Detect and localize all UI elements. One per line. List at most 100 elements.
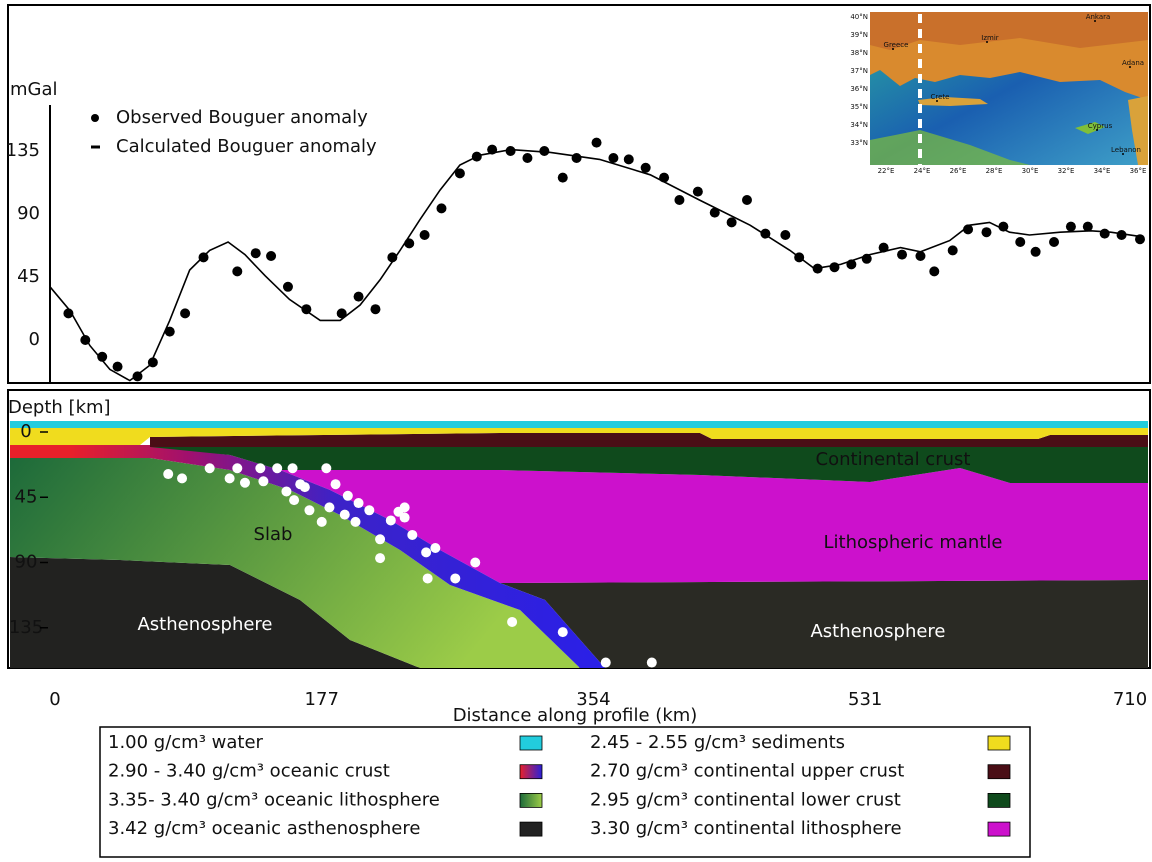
map-lat-label: 37°N [850,67,868,75]
earthquake [300,482,310,492]
legend-label: 3.42 g/cm³ oceanic asthenosphere [108,818,420,839]
earthquake [354,498,364,508]
legend-swatch [988,765,1010,779]
observed-point [1031,247,1041,257]
map-lon-label: 34°E [1094,167,1111,175]
observed-point [180,308,190,318]
earthquake [281,486,291,496]
observed-point [404,238,414,248]
y-tick-label: 135 [6,140,40,161]
observed-point [608,153,618,163]
y-tick-label: 0 [29,329,40,350]
observed-point [981,227,991,237]
observed-point [897,250,907,260]
observed-point [1066,222,1076,232]
map-lat-label: 40°N [850,13,868,21]
water [10,421,1148,428]
observed-point [948,245,958,255]
earthquake [375,534,385,544]
map-lat-label: 33°N [850,139,868,147]
legend-swatch [988,822,1010,836]
map-lon-label: 24°E [914,167,931,175]
legend-swatch [520,765,542,779]
earthquake [407,530,417,540]
observed-point [251,248,261,258]
x-tick-label: 710 [1113,689,1147,710]
observed-point [624,154,634,164]
observed-point [641,163,651,173]
y-axis-label: Depth [km] [8,397,111,418]
x-axis-label: Distance along profile (km) [453,705,698,726]
x-tick-label: 354 [576,689,610,710]
map-lat-label: 35°N [850,103,868,111]
annotation: Asthenosphere [137,614,272,635]
legend-swatch [988,736,1010,750]
annotation: Slab [254,524,293,545]
x-tick-label: 0 [49,689,60,710]
earthquake [430,543,440,553]
legend-swatch [520,822,542,836]
observed-point [1015,237,1025,247]
earthquake [450,573,460,583]
observed-point [742,195,752,205]
observed-point [592,138,602,148]
legend-symbol [91,114,99,122]
earthquake [423,573,433,583]
map-place-label: Izmir [981,34,999,42]
earthquake [400,513,410,523]
earthquake [364,505,374,515]
observed-point [693,187,703,197]
map-place-label: Lebanon [1111,146,1141,154]
earthquake [375,553,385,563]
y-tick-label: 90 [15,552,38,573]
observed-point [113,362,123,372]
y-tick-label: 135 [9,617,43,638]
earthquake [272,463,282,473]
observed-point [727,217,737,227]
legend-label: Observed Bouguer anomaly [116,107,368,128]
map-place-label: Cyprus [1088,122,1113,130]
earthquake [558,627,568,637]
observed-point [674,195,684,205]
x-tick-label: 177 [305,689,339,710]
observed-point [1049,237,1059,247]
legend-swatch [520,736,542,750]
map-lon-label: 28°E [986,167,1003,175]
earthquake [289,495,299,505]
map-lon-label: 36°E [1130,167,1147,175]
map-lon-label: 26°E [950,167,967,175]
map-place-label: Greece [884,41,909,49]
observed-point [1100,229,1110,239]
earthquake [601,658,611,668]
observed-point [266,251,276,261]
earthquake [507,617,517,627]
earthquake [177,473,187,483]
earthquake [421,547,431,557]
earthquake [321,463,331,473]
map-lon-label: 32°E [1058,167,1075,175]
legend-label: 2.90 - 3.40 g/cm³ oceanic crust [108,761,390,782]
observed-point [929,266,939,276]
observed-point [232,266,242,276]
map-place-label: Crete [931,93,950,101]
earthquake [351,517,361,527]
map-lat-label: 39°N [850,31,868,39]
map-lat-label: 38°N [850,49,868,57]
earthquake [232,463,242,473]
earthquake [470,558,480,568]
earthquake [400,502,410,512]
map-place-label: Ankara [1086,13,1111,21]
annotation: Lithospheric mantle [824,532,1003,553]
observed-point [572,153,582,163]
earthquake [163,469,173,479]
annotation: Asthenosphere [810,621,945,642]
map-lon-label: 30°E [1022,167,1039,175]
earthquake [331,479,341,489]
observed-point [558,173,568,183]
annotation: Continental crust [816,449,971,470]
legend-label: Calculated Bouguer anomaly [116,136,377,157]
observed-point [370,304,380,314]
earthquake [647,658,657,668]
y-axis-label: mGal [10,79,58,100]
earthquake [255,463,265,473]
